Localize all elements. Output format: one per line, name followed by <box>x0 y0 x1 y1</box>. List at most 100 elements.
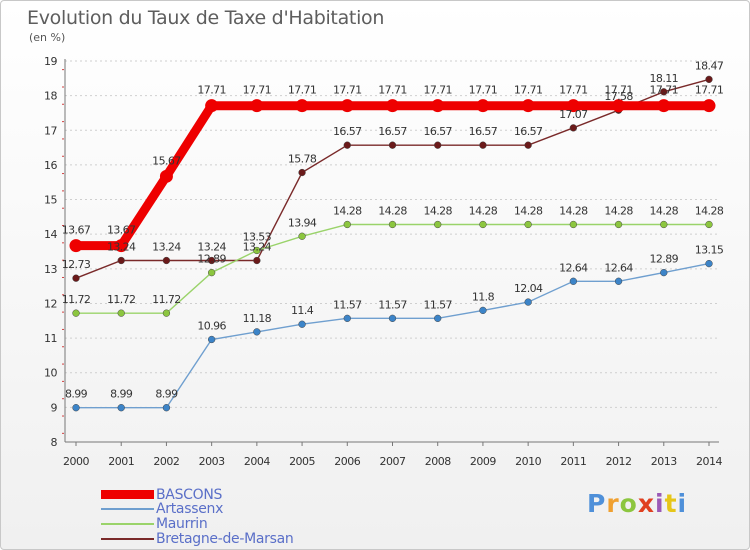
data-label-artassenx: 8.99 <box>110 388 133 401</box>
point-maurrin <box>388 220 397 229</box>
x-tick-label: 2006 <box>334 455 360 468</box>
y-tick-label: 14 <box>44 228 57 241</box>
data-label-maurrin: 14.28 <box>650 204 679 217</box>
point-bretagne-de-marsan <box>388 141 397 149</box>
data-label-maurrin: 14.28 <box>695 204 724 217</box>
data-label-artassenx: 11.4 <box>291 304 314 317</box>
point-maurrin <box>705 220 713 229</box>
point-bascons <box>476 99 490 113</box>
data-label-maurrin: 11.72 <box>62 293 91 306</box>
data-label-bretagne-de-marsan: 16.57 <box>469 125 498 138</box>
data-label-bretagne-de-marsan: 16.57 <box>378 125 407 138</box>
point-artassenx <box>614 277 623 285</box>
point-artassenx <box>117 404 125 412</box>
data-label-bretagne-de-marsan: 18.11 <box>650 72 679 85</box>
point-bascons <box>114 239 128 253</box>
point-bascons <box>657 99 671 113</box>
point-artassenx <box>434 314 442 322</box>
x-tick-label: 2005 <box>289 455 315 468</box>
data-labels: 12.73 13.24 13.24 13.24 13.24 15.78 16.57 16.57… <box>62 59 725 401</box>
data-label-bascons: 17.71 <box>423 84 452 97</box>
x-tick-label: 2001 <box>108 455 134 468</box>
y-tick-label: 10 <box>44 367 57 380</box>
point-maurrin <box>298 232 306 240</box>
point-bretagne-de-marsan <box>705 75 713 84</box>
data-label-maurrin: 11.72 <box>107 293 136 306</box>
data-label-bascons: 17.71 <box>604 84 633 97</box>
data-label-bascons: 17.71 <box>650 84 679 97</box>
legend-item-artassenx: Artassenx <box>101 501 223 517</box>
axes: 8 9 10 11 12 13 14 15 16 17 18 19 2000 2001 2002 2003 20… <box>44 55 723 468</box>
data-label-bretagne-de-marsan: 12.73 <box>62 258 91 271</box>
data-label-maurrin: 14.28 <box>469 204 498 217</box>
point-bretagne-de-marsan <box>207 256 216 265</box>
point-bretagne-de-marsan <box>117 256 125 265</box>
data-label-bascons: 17.71 <box>288 84 317 97</box>
point-maurrin <box>343 220 351 229</box>
point-bascons <box>340 99 354 113</box>
series-artassenx <box>72 259 713 412</box>
x-tick-label: 2014 <box>696 455 722 468</box>
point-maurrin <box>72 309 80 317</box>
data-label-bretagne-de-marsan: 13.24 <box>107 241 136 254</box>
data-label-artassenx: 11.57 <box>333 298 362 311</box>
x-tick-label: 2012 <box>606 455 632 468</box>
data-label-bretagne-de-marsan: 17.07 <box>559 108 588 121</box>
point-artassenx <box>569 277 578 285</box>
data-label-maurrin: 11.72 <box>152 293 181 306</box>
chart-title: Evolution du Taux de Taxe d'Habitation <box>27 7 385 29</box>
data-label-bretagne-de-marsan: 16.57 <box>333 125 362 138</box>
point-artassenx <box>253 328 261 336</box>
data-label-artassenx: 12.64 <box>559 261 588 274</box>
data-label-maurrin: 13.53 <box>243 230 272 243</box>
legend-label: Maurrin <box>156 515 208 532</box>
data-label-bretagne-de-marsan: 13.24 <box>243 241 272 254</box>
x-tick-label: 2000 <box>63 455 89 468</box>
data-label-artassenx: 11.57 <box>378 298 407 311</box>
point-bretagne-de-marsan <box>660 88 668 96</box>
point-artassenx <box>705 259 713 268</box>
series-bretagne-de-marsan <box>72 75 713 282</box>
point-maurrin <box>434 220 442 229</box>
x-tick-label: 2010 <box>515 455 541 468</box>
data-label-artassenx: 8.99 <box>65 388 88 401</box>
chart-subtitle: (en %) <box>29 31 66 44</box>
point-bretagne-de-marsan <box>434 141 442 149</box>
data-label-bascons: 17.71 <box>378 84 407 97</box>
legend-swatch <box>101 537 154 540</box>
point-maurrin <box>207 268 216 277</box>
data-label-bascons: 17.71 <box>695 84 724 97</box>
data-label-bascons: 15.67 <box>152 154 181 167</box>
data-label-bascons: 17.71 <box>469 84 498 97</box>
data-label-bretagne-de-marsan: 16.57 <box>514 125 543 138</box>
point-bascons <box>702 99 716 113</box>
line-artassenx <box>76 262 710 409</box>
point-bascons <box>521 99 535 113</box>
x-tick-label: 2002 <box>153 455 179 468</box>
legend-item-bascons: BASCONS <box>101 487 222 503</box>
data-label-bascons: 13.67 <box>62 224 91 237</box>
x-tick-label: 2004 <box>244 455 270 468</box>
point-artassenx <box>343 314 351 322</box>
data-label-artassenx: 13.15 <box>695 244 724 257</box>
point-bretagne-de-marsan <box>343 141 351 149</box>
point-artassenx <box>660 268 668 277</box>
y-tick-label: 8 <box>51 436 58 449</box>
data-label-artassenx: 11.8 <box>472 290 495 303</box>
data-label-maurrin: 13.94 <box>288 216 317 229</box>
point-bascons <box>205 99 219 113</box>
y-tick-label: 13 <box>44 263 57 276</box>
point-bretagne-de-marsan <box>569 124 578 132</box>
data-label-maurrin: 14.28 <box>333 204 362 217</box>
point-bascons <box>69 239 83 253</box>
data-label-maurrin: 14.28 <box>604 204 633 217</box>
point-bretagne-de-marsan <box>298 168 306 177</box>
data-label-artassenx: 11.57 <box>423 298 452 311</box>
data-label-bascons: 17.71 <box>333 84 362 97</box>
x-tick-label: 2011 <box>560 455 586 468</box>
legend-swatch <box>101 507 154 510</box>
point-maurrin <box>524 220 532 229</box>
point-bascons <box>159 169 173 183</box>
point-maurrin <box>479 220 487 229</box>
